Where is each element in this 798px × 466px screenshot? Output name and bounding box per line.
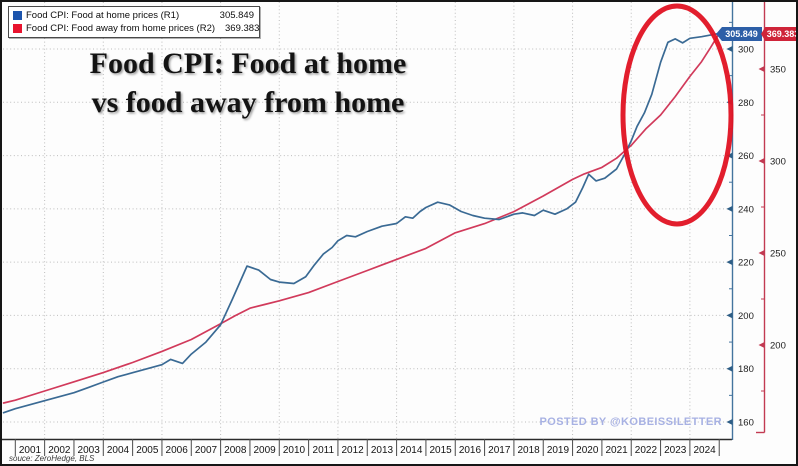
legend-item-food-at-home: Food CPI: Food at home prices (R1) 305.8… [13,9,254,22]
x-axis-year-label: 2010 [283,445,306,456]
r2-axis-tick-label: 250 [770,249,786,260]
x-axis-year-label: 2005 [136,445,159,456]
x-axis-year-label: 2003 [78,445,101,456]
price-tag-food-away: 369.383 [761,27,796,41]
r2-axis-tick [758,250,765,256]
highlight-ellipse [620,3,734,227]
r1-axis-tick [726,312,733,319]
x-axis-year-label: 2004 [107,445,130,456]
x-axis-year-label: 2018 [517,445,540,456]
legend-label: Food CPI: Food away from home prices (R2… [26,23,216,34]
x-axis-year-label: 2022 [635,445,658,456]
legend-value: 369.383 [225,23,260,34]
chart-title-line2: vs food away from home [91,86,405,119]
x-axis-year-label: 2024 [693,445,716,456]
r1-axis-tick-label: 200 [738,311,754,322]
watermark: POSTED BY @KOBEISSILETTER [539,416,722,428]
r1-axis-tick [726,205,733,212]
r1-axis-tick [726,419,733,425]
x-axis-year-label: 2016 [459,445,482,456]
x-axis-year-label: 2008 [224,445,247,456]
legend-swatch-blue-icon [13,11,22,20]
r2-axis-tick-label: 350 [770,65,786,76]
x-axis-year-label: 2006 [166,445,189,456]
r2-axis-tick-label: 300 [770,157,786,168]
r2-axis-tick-label: 200 [770,341,786,352]
r1-axis-tick-label: 260 [738,151,754,162]
x-axis-year-label: 2013 [371,445,394,456]
x-axis-year-label: 2020 [576,445,599,456]
x-axis-year-label: 2001 [19,445,42,456]
x-axis-year-label: 2019 [547,445,570,456]
r1-axis-tick-label: 300 [738,44,754,55]
x-axis-year-label: 2017 [488,445,511,456]
r1-axis-tick-label: 240 [738,204,754,215]
legend-item-food-away: Food CPI: Food away from home prices (R2… [13,22,259,35]
chart-title: Food CPI: Food at home vs food away from… [46,44,450,122]
price-tag-food-at-home: 305.849 [716,27,762,41]
r1-axis-tick [726,365,733,372]
chart-legend: Food CPI: Food at home prices (R1) 305.8… [8,6,260,38]
x-axis-year-label: 2007 [195,445,218,456]
series-food-away-line [2,32,721,404]
legend-value: 305.849 [219,10,254,21]
x-axis-year-label: 2009 [254,445,277,456]
r2-axis-tick [758,158,765,164]
x-axis-year-label: 2014 [400,445,423,456]
x-axis-year-label: 2011 [313,445,335,456]
x-axis-year-label: 2015 [429,445,452,456]
r1-axis-tick [726,259,733,266]
r1-axis-tick-label: 280 [738,98,754,109]
x-axis-year-label: 2023 [664,445,687,456]
series-food-at-home-line [2,32,721,414]
legend-swatch-red-icon [13,24,22,33]
r1-axis-tick-label: 220 [738,258,754,269]
r1-axis-tick-label: 160 [738,418,754,429]
x-axis-year-label: 2012 [342,445,365,456]
r1-axis-tick-label: 180 [738,364,754,375]
chart-title-line1: Food CPI: Food at home [89,47,407,80]
source-note: souce: ZeroHedge, BLS [9,454,95,463]
x-axis-year-label: 2002 [48,445,71,456]
r2-axis-tick [758,66,765,72]
r1-axis-tick [726,45,733,52]
x-axis-year-label: 2021 [605,445,628,456]
r2-axis-tick [758,342,765,348]
legend-label: Food CPI: Food at home prices (R1) [26,10,180,21]
